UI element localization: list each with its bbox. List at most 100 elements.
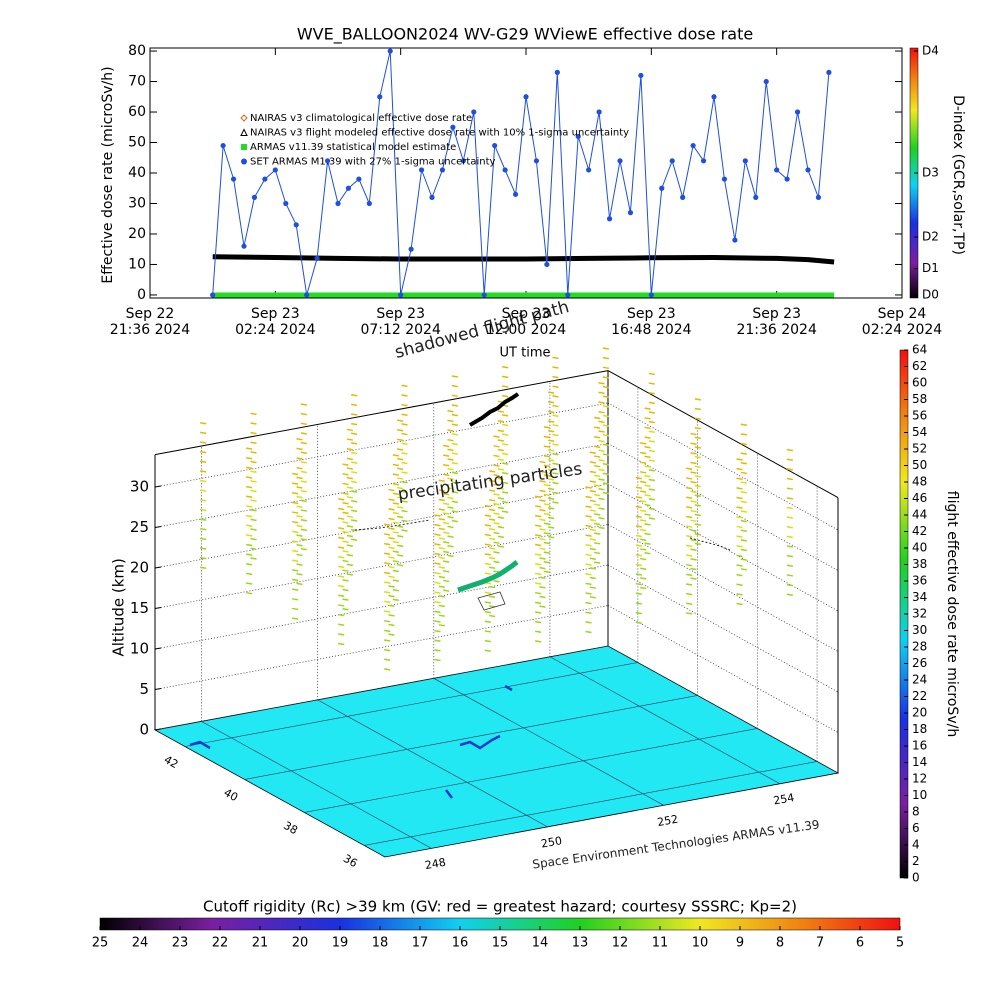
y-tick-label: 10 <box>128 256 146 272</box>
particle-dash <box>392 492 399 496</box>
particle-dash <box>397 535 404 538</box>
particle-dash <box>438 585 445 589</box>
particle-dash <box>300 441 307 445</box>
particle-dash <box>598 449 605 452</box>
particle-dash <box>740 442 747 446</box>
data-point <box>293 222 299 228</box>
particle-dash <box>552 443 559 446</box>
particle-dash <box>589 518 596 522</box>
particle-dash <box>200 537 207 541</box>
particle-dash <box>635 534 642 538</box>
particle-dash <box>338 575 345 578</box>
particle-dash <box>484 601 491 604</box>
particle-dash <box>602 434 609 437</box>
particle-dash <box>443 521 450 525</box>
particle-dash <box>484 524 491 527</box>
particle-dash <box>296 534 303 537</box>
z-tick-label: 15 <box>130 599 149 617</box>
particle-dash <box>489 527 496 531</box>
particle-dash <box>686 563 693 567</box>
data-point <box>700 158 707 164</box>
colorbar-tick-label: 20 <box>292 936 309 951</box>
particle-dash <box>740 519 747 523</box>
particle-dash <box>535 620 542 624</box>
colorbar-title: Cutoff rigidity (Rc) >39 km (GV: red = g… <box>203 898 797 916</box>
particle-dash <box>497 506 504 510</box>
particle-dash <box>338 584 345 588</box>
particle-dash <box>342 608 349 611</box>
particle-dash <box>296 438 303 441</box>
particle-dash <box>392 531 399 534</box>
particle-dash <box>648 459 655 462</box>
particle-dash <box>690 481 697 484</box>
data-point <box>377 94 383 100</box>
particle-dash <box>392 589 399 592</box>
particle-dash <box>644 465 651 468</box>
data-point <box>544 261 550 268</box>
data-point <box>408 246 414 252</box>
particle-dash <box>598 459 605 462</box>
particle-dash <box>694 436 701 440</box>
lat-tick-label: 40 <box>222 786 241 804</box>
particle-dash <box>648 517 655 520</box>
particle-dash <box>338 565 345 569</box>
particle-dash <box>451 413 458 417</box>
particle-dash <box>585 572 592 576</box>
particle-dash <box>539 528 546 531</box>
particle-dash <box>447 438 454 442</box>
particle-dash <box>351 442 358 445</box>
z-tick <box>154 485 162 488</box>
particle-dash <box>401 394 408 397</box>
particle-dash <box>338 507 345 511</box>
particle-dash <box>648 478 655 482</box>
legend-marker <box>240 114 248 122</box>
particle-dash <box>694 504 701 507</box>
particle-dash <box>686 583 693 586</box>
data-point <box>554 69 560 75</box>
particle-dash <box>602 376 609 379</box>
particle-dash <box>736 535 743 538</box>
particle-dash <box>786 448 793 452</box>
particle-dash <box>543 474 550 477</box>
particle-dash <box>640 538 647 542</box>
particle-dash <box>342 501 349 505</box>
particle-dash <box>250 537 257 541</box>
particle-dash <box>200 508 207 512</box>
data-point <box>471 109 477 115</box>
data-point <box>492 142 498 149</box>
particle-dash <box>292 482 299 485</box>
particle-dash <box>640 509 647 513</box>
data-point <box>711 94 717 100</box>
particle-dash <box>438 508 445 511</box>
particle-dash <box>292 492 299 495</box>
particle-dash <box>401 500 408 503</box>
particle-dash <box>397 419 404 422</box>
particle-dash <box>690 442 697 445</box>
particle-dash <box>539 605 546 608</box>
particle-dash <box>401 509 408 513</box>
particle-dash <box>438 518 445 521</box>
particle-dash <box>443 473 450 477</box>
colorbar-tick-label: 40 <box>912 541 927 555</box>
particle-dash <box>300 403 307 406</box>
particle-dash <box>497 448 504 452</box>
particle-dash <box>200 499 207 502</box>
particle-dash <box>296 544 303 547</box>
particle-dash <box>535 524 542 527</box>
particle-dash <box>451 519 458 523</box>
floor-grid-line <box>304 728 758 813</box>
particle-dash <box>434 581 441 585</box>
particle-dash <box>346 496 353 499</box>
map-floor <box>153 645 840 858</box>
particle-dash <box>740 529 747 533</box>
particle-dash <box>602 462 609 466</box>
particle-dash <box>342 598 349 601</box>
particle-dash <box>300 451 307 454</box>
particle-dash <box>401 413 408 417</box>
data-point <box>429 194 435 200</box>
particle-dash <box>635 611 642 615</box>
particle-dash <box>342 473 349 476</box>
particle-dash <box>300 470 307 474</box>
colorbar-tick-label: 18 <box>912 722 927 736</box>
